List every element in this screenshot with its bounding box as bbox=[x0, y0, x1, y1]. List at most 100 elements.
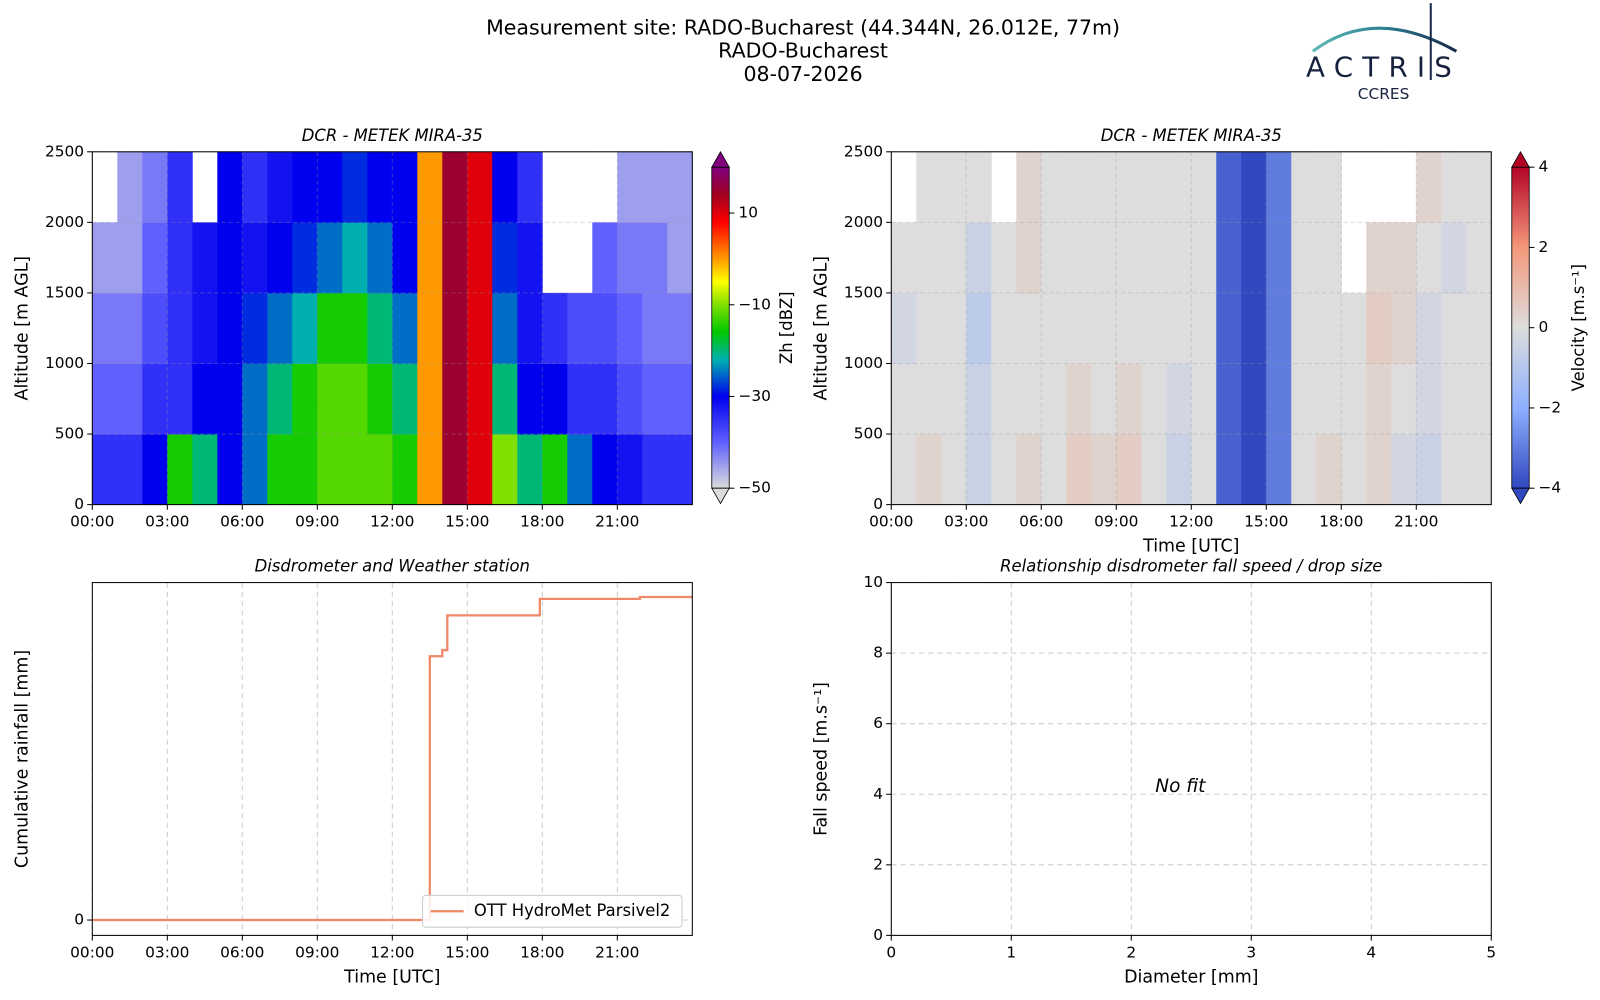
colorbar-extend-top bbox=[711, 150, 730, 168]
heatmap-cell bbox=[1016, 222, 1042, 294]
heatmap-cell bbox=[1366, 292, 1392, 364]
heatmap-cell bbox=[941, 434, 967, 506]
heatmap-cell bbox=[991, 222, 1017, 294]
heatmap-cell bbox=[192, 292, 218, 364]
heatmap-cell bbox=[1441, 363, 1467, 435]
x-tick-label: 21:00 bbox=[595, 513, 639, 531]
heatmap-cell bbox=[392, 363, 418, 435]
heatmap-cell bbox=[592, 222, 618, 294]
axes-title: Relationship disdrometer fall speed / dr… bbox=[1000, 557, 1382, 576]
panel: 00:00 03:00 06:00 09:00 12:00 15:00 18:00 21:00… bbox=[13, 557, 693, 987]
heatmap-cell bbox=[667, 222, 693, 294]
x-tick-label: 06:00 bbox=[220, 943, 264, 961]
heatmap-cell bbox=[642, 292, 668, 364]
heatmap-cell bbox=[142, 434, 168, 506]
heatmap-cell bbox=[442, 151, 468, 223]
x-tick-label: 3 bbox=[1246, 943, 1256, 961]
heatmap-cell bbox=[1416, 434, 1442, 506]
heatmap-cell bbox=[542, 363, 568, 435]
logo-arc bbox=[1311, 26, 1458, 53]
heatmap-cell bbox=[392, 222, 418, 294]
heatmap-cell bbox=[966, 151, 992, 223]
plot-area bbox=[891, 582, 1492, 936]
heatmap-cell bbox=[317, 151, 343, 223]
heatmap-cell bbox=[1266, 292, 1292, 364]
y-tick-label: 4 bbox=[873, 785, 883, 803]
heatmap-cell bbox=[517, 151, 543, 223]
heatmap-cell bbox=[192, 222, 218, 294]
heatmap-cell bbox=[1066, 151, 1092, 223]
colorbar-tick-label: −10 bbox=[738, 295, 770, 313]
heatmap-cell bbox=[342, 151, 368, 223]
heatmap-cell bbox=[92, 363, 118, 435]
y-axis-label: Fall speed [m.s⁻¹] bbox=[812, 682, 832, 836]
figure-subtitle: RADO-Bucharest bbox=[718, 38, 888, 62]
x-tick-label: 12:00 bbox=[370, 943, 414, 961]
x-tick-label: 09:00 bbox=[1094, 513, 1138, 531]
heatmap-cell bbox=[417, 222, 443, 294]
heatmap-cell bbox=[492, 363, 518, 435]
y-tick-label: 2000 bbox=[45, 213, 84, 231]
colorbar-tick-label: −30 bbox=[738, 387, 770, 405]
heatmap-cell bbox=[916, 363, 942, 435]
y-tick-label: 2500 bbox=[45, 142, 84, 160]
heatmap-cell bbox=[467, 151, 493, 223]
heatmap-cell bbox=[292, 151, 318, 223]
heatmap-cell bbox=[1166, 222, 1192, 294]
heatmap-cell bbox=[417, 363, 443, 435]
heatmap-cell bbox=[1316, 434, 1342, 506]
heatmap-cell bbox=[1016, 434, 1042, 506]
heatmap-cell bbox=[442, 363, 468, 435]
x-tick-label: 03:00 bbox=[944, 513, 988, 531]
x-tick-label: 12:00 bbox=[370, 513, 414, 531]
y-tick-label: 0 bbox=[74, 495, 84, 513]
heatmap-cell bbox=[317, 363, 343, 435]
heatmap-cell bbox=[941, 151, 967, 223]
heatmap-cell bbox=[1216, 292, 1242, 364]
heatmap-cell bbox=[1266, 363, 1292, 435]
heatmap-cell bbox=[142, 151, 168, 223]
heatmap-cell bbox=[567, 434, 593, 506]
axes-frame bbox=[890, 582, 1492, 936]
heatmap-cell bbox=[1341, 363, 1367, 435]
heatmap-cell bbox=[467, 292, 493, 364]
y-tick-label: 1000 bbox=[844, 354, 883, 372]
colorbar-tick-label: −50 bbox=[738, 479, 770, 497]
x-tick-label: 09:00 bbox=[295, 943, 339, 961]
heatmap-cell bbox=[592, 363, 618, 435]
heatmap-cell bbox=[92, 434, 118, 506]
heatmap-cell bbox=[916, 222, 942, 294]
heatmap-cell bbox=[1116, 292, 1142, 364]
heatmap-cell bbox=[167, 363, 193, 435]
colorbar-tick-label: 2 bbox=[1538, 238, 1548, 256]
heatmap-cell bbox=[991, 292, 1017, 364]
heatmap-cell bbox=[1416, 222, 1442, 294]
axes-title: DCR - METEK MIRA-35 bbox=[1101, 126, 1282, 145]
heatmap-cell bbox=[1316, 151, 1342, 223]
heatmap-cell bbox=[1441, 434, 1467, 506]
heatmap-cell bbox=[242, 363, 268, 435]
heatmap-cell bbox=[217, 151, 243, 223]
heatmap-cell bbox=[1141, 363, 1167, 435]
x-tick-label: 18:00 bbox=[520, 513, 564, 531]
colorbar-label: Velocity [m.s⁻¹] bbox=[1569, 264, 1588, 391]
heatmap-cell bbox=[1016, 151, 1042, 223]
heatmap-cell bbox=[1216, 222, 1242, 294]
heatmap-cell bbox=[1266, 222, 1292, 294]
heatmap-cell bbox=[1366, 222, 1392, 294]
heatmap-cell bbox=[891, 363, 917, 435]
heatmap-cell bbox=[1166, 363, 1192, 435]
heatmap-cell bbox=[367, 363, 393, 435]
heatmap-cell bbox=[417, 434, 443, 506]
heatmap-cell bbox=[292, 363, 318, 435]
y-tick-label: 0 bbox=[873, 495, 883, 513]
x-tick-label: 12:00 bbox=[1169, 513, 1213, 531]
y-tick-label: 2 bbox=[873, 855, 883, 873]
heatmap-cell bbox=[1466, 222, 1492, 294]
heatmap-cell bbox=[1241, 292, 1267, 364]
heatmap-cell bbox=[916, 151, 942, 223]
heatmap-cell bbox=[1416, 292, 1442, 364]
heatmap-cell bbox=[667, 363, 693, 435]
colorbar-tick-label: −2 bbox=[1538, 398, 1561, 416]
heatmap-cell bbox=[117, 363, 143, 435]
